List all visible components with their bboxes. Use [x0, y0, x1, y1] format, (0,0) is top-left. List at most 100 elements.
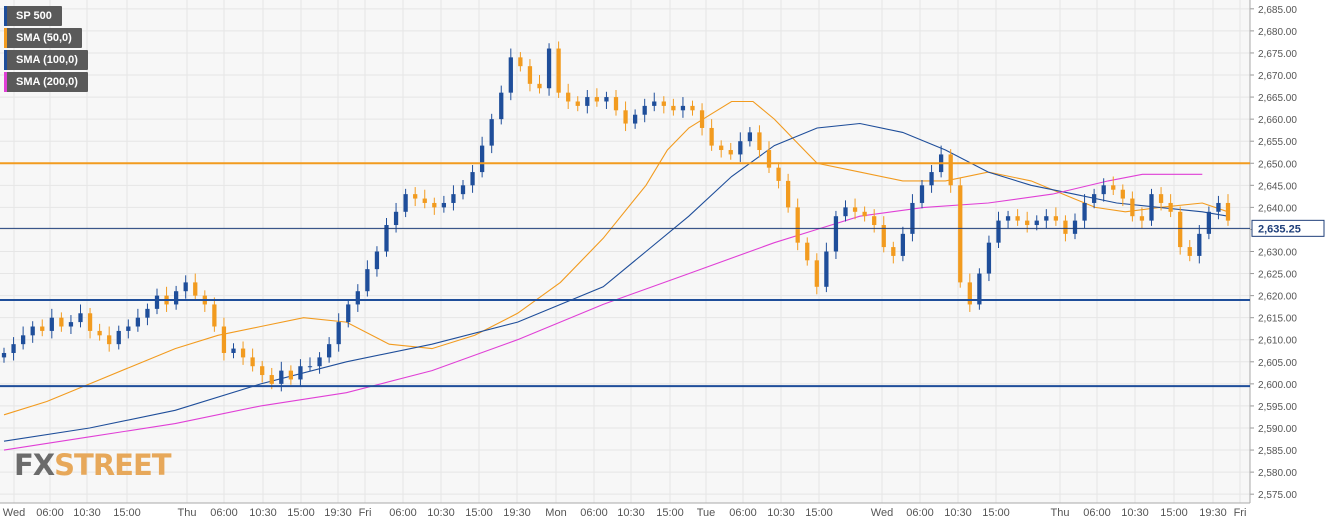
candle-body [785, 180, 791, 208]
candle-body [441, 202, 447, 208]
candle-body [1082, 202, 1087, 221]
y-tick-label: 2,655.00 [1258, 137, 1297, 148]
candle-body [288, 370, 294, 380]
x-tick-label: 06:00 [580, 507, 608, 519]
candle-body [1072, 220, 1078, 234]
candle-body [20, 335, 26, 345]
candle-body [470, 172, 475, 186]
legend-sma100[interactable]: SMA (100,0) [4, 50, 88, 70]
candle-body [967, 282, 972, 305]
candle-body [154, 295, 160, 309]
y-tick-label: 2,610.00 [1258, 336, 1297, 347]
x-tick-label: 10:30 [73, 507, 101, 519]
candle-body [1197, 233, 1202, 256]
candle-body [671, 105, 676, 111]
y-tick-label: 2,630.00 [1258, 248, 1297, 259]
candle-body [1025, 220, 1030, 226]
x-tick-label: 15:00 [465, 507, 493, 519]
candle-body [948, 154, 953, 186]
legend-sma50-swatch [4, 28, 7, 48]
candle-body [1178, 211, 1183, 248]
x-tick-label: 06:00 [1083, 507, 1111, 519]
legend-sma200[interactable]: SMA (200,0) [4, 72, 88, 92]
candle-body [1111, 185, 1116, 190]
candle-body [919, 185, 925, 203]
candle-body [269, 375, 274, 384]
candle-body [1120, 189, 1125, 199]
candle-body [30, 326, 35, 336]
x-tick-label: Wed [3, 507, 25, 519]
candle-body [623, 110, 628, 124]
candle-body [642, 105, 647, 115]
candle-body [776, 167, 781, 181]
y-tick-label: 2,575.00 [1258, 490, 1297, 501]
y-tick-label: 2,640.00 [1258, 203, 1297, 214]
x-tick-label: 10:30 [944, 507, 972, 519]
candle-body [833, 216, 839, 252]
candle-body [173, 291, 179, 305]
x-tick-label: 19:30 [503, 507, 531, 519]
candle-body [699, 110, 705, 128]
candle-body [757, 132, 762, 151]
candle-body [336, 322, 341, 345]
x-tick-label: 19:30 [324, 507, 352, 519]
candle-body [814, 260, 819, 287]
x-tick-label: 06:00 [906, 507, 934, 519]
candle-body [393, 211, 399, 226]
candle-body [1063, 220, 1068, 234]
x-tick-label: 15:00 [656, 507, 684, 519]
candle-body [49, 317, 54, 331]
candle-body [212, 304, 217, 327]
legend-sma100-label: SMA (100,0) [16, 54, 78, 66]
candle-body [958, 185, 963, 283]
candle-body [986, 242, 992, 274]
x-tick-label: Wed [871, 507, 893, 519]
x-tick-label: Mon [545, 507, 566, 519]
candle-body [805, 242, 810, 261]
candle-body [1015, 216, 1020, 221]
y-tick-label: 2,605.00 [1258, 358, 1297, 369]
y-tick-label: 2,665.00 [1258, 93, 1297, 104]
candle-body [317, 357, 322, 367]
candle-body [546, 48, 552, 89]
candle-body [747, 132, 753, 142]
x-tick-label: 10:30 [767, 507, 795, 519]
candle-body [1091, 194, 1097, 203]
candle-body [97, 330, 102, 336]
candle-body [116, 330, 121, 345]
x-tick-label: Fri [359, 507, 372, 519]
y-tick-label: 2,660.00 [1258, 115, 1297, 126]
candle-body [384, 225, 389, 252]
candle-body [183, 282, 188, 292]
x-tick-label: 15:00 [982, 507, 1010, 519]
y-tick-label: 2,645.00 [1258, 181, 1297, 192]
candle-body [240, 348, 246, 358]
candle-body [1101, 185, 1106, 195]
candle-body [1, 352, 7, 358]
candle-body [527, 66, 533, 84]
candle-body [604, 97, 609, 102]
candle-body [403, 194, 408, 212]
legend-sma200-swatch [4, 72, 7, 92]
candle-body [489, 119, 494, 146]
candle-body [795, 207, 800, 243]
candle-body [1158, 194, 1164, 203]
x-tick-label: 15:00 [1160, 507, 1188, 519]
y-tick-label: 2,580.00 [1258, 468, 1297, 479]
candle-body [135, 317, 141, 327]
candle-body [1206, 211, 1212, 234]
candle-body [680, 105, 686, 111]
x-tick-label: 10:30 [427, 507, 455, 519]
x-tick-label: Thu [1051, 507, 1070, 519]
candle-body [537, 83, 542, 89]
candle-body [709, 127, 714, 146]
candle-body [766, 150, 772, 168]
x-tick-label: 10:30 [249, 507, 277, 519]
legend-sma50[interactable]: SMA (50,0) [4, 28, 82, 48]
legend-sp500[interactable]: SP 500 [4, 6, 62, 26]
candle-body [1130, 198, 1135, 217]
candle-body [413, 194, 418, 199]
candle-body [929, 172, 934, 186]
